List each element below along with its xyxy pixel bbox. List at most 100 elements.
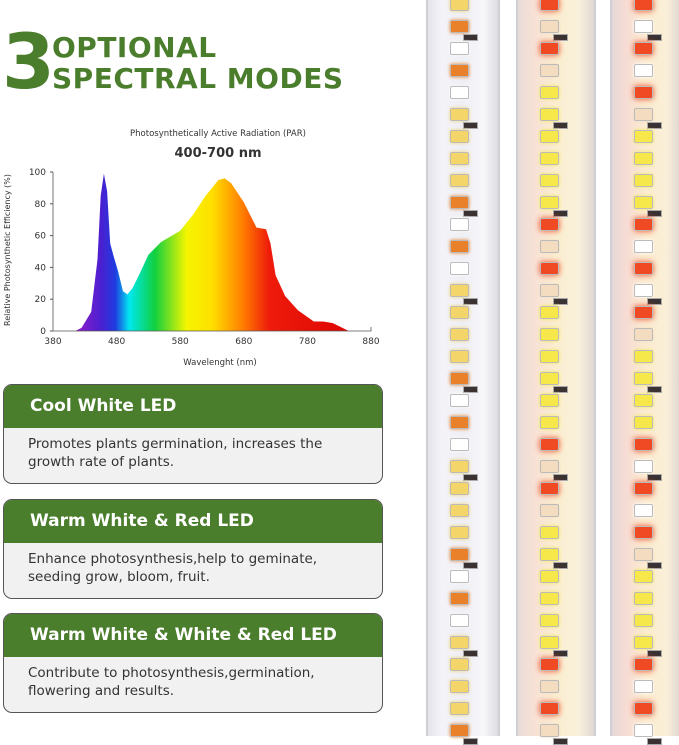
resistor [553, 474, 568, 481]
led-chip [634, 108, 653, 121]
resistor [463, 562, 478, 569]
led-chip [450, 592, 469, 605]
led-chip [450, 152, 469, 165]
led-chip [450, 328, 469, 341]
resistor [647, 210, 662, 217]
led-chip [634, 130, 653, 143]
y-tick-label: 60 [35, 232, 47, 242]
resistor [463, 210, 478, 217]
led-chip [450, 548, 469, 561]
spectrum-area [53, 173, 371, 331]
x-tick-label: 880 [362, 337, 379, 347]
led-chip [450, 350, 469, 363]
led-chip [450, 64, 469, 77]
led-chip [540, 0, 559, 11]
y-axis-label: Relative Photosynthetic Efficiency (%) [3, 174, 12, 326]
led-chip [450, 504, 469, 517]
led-chip [540, 724, 559, 737]
led-chip [450, 416, 469, 429]
led-chip [540, 482, 559, 495]
resistor [647, 562, 662, 569]
led-chip [634, 614, 653, 627]
led-chip [450, 218, 469, 231]
led-chip [540, 658, 559, 671]
led-chip [540, 702, 559, 715]
led-chip [634, 658, 653, 671]
par-spectrum-chart: Photosynthetically Active Radiation (PAR… [3, 129, 380, 368]
y-tick-label: 0 [40, 327, 46, 337]
led-chip [540, 328, 559, 341]
led-chip [450, 724, 469, 737]
mode-description: Contribute to photosynthesis,germination… [28, 665, 315, 699]
y-tick-label: 100 [29, 168, 46, 178]
led-chip [634, 438, 653, 451]
y-tick-label: 20 [35, 295, 47, 305]
resistor [553, 210, 568, 217]
y-tick-label: 40 [35, 263, 47, 273]
led-chip [540, 306, 559, 319]
led-chip [540, 262, 559, 275]
led-chip [540, 240, 559, 253]
resistor [647, 474, 662, 481]
led-chip [634, 570, 653, 583]
led-chip [450, 284, 469, 297]
resistor [463, 122, 478, 129]
led-chip [450, 658, 469, 671]
led-chip [634, 174, 653, 187]
led-chip [540, 460, 559, 473]
led-chip [540, 20, 559, 33]
resistor [553, 650, 568, 657]
led-chip [634, 702, 653, 715]
led-chip [450, 108, 469, 121]
led-chip [634, 86, 653, 99]
led-chip [450, 306, 469, 319]
resistor [463, 386, 478, 393]
led-chip [634, 350, 653, 363]
led-chip [450, 680, 469, 693]
led-chip [450, 0, 469, 11]
led-chip [634, 262, 653, 275]
led-chip [540, 218, 559, 231]
resistor [647, 738, 662, 745]
led-chip [634, 460, 653, 473]
led-chip [540, 614, 559, 627]
led-chip [540, 174, 559, 187]
mode-title: Cool White LED [4, 385, 382, 428]
led-chip [634, 504, 653, 517]
led-chip [450, 636, 469, 649]
x-tick-label: 780 [299, 337, 316, 347]
page-title: OPTIONAL SPECTRAL MODES [52, 32, 343, 94]
led-chip [540, 284, 559, 297]
x-tick-label: 680 [235, 337, 252, 347]
led-chip [450, 570, 469, 583]
led-chip [450, 372, 469, 385]
resistor [463, 298, 478, 305]
led-chip [540, 636, 559, 649]
led-chip [450, 614, 469, 627]
resistor [553, 738, 568, 745]
led-chip [450, 174, 469, 187]
led-chip [634, 416, 653, 429]
mode-description: Enhance photosynthesis,help to geminate,… [28, 551, 318, 585]
led-chip [540, 526, 559, 539]
led-chip [540, 548, 559, 561]
led-chip [450, 130, 469, 143]
led-chip [450, 20, 469, 33]
led-chip [540, 196, 559, 209]
led-chip [540, 416, 559, 429]
resistor [553, 298, 568, 305]
led-chip [634, 548, 653, 561]
led-chip [540, 350, 559, 363]
led-chip [634, 240, 653, 253]
led-chip [634, 328, 653, 341]
led-chip [540, 152, 559, 165]
led-chip [450, 240, 469, 253]
title-line-1: OPTIONAL [52, 31, 217, 64]
title-line-2: SPECTRAL MODES [52, 62, 344, 95]
mode-card-cool-white: Cool White LED Promotes plants germinati… [3, 384, 383, 484]
resistor [463, 738, 478, 745]
resistor [463, 474, 478, 481]
led-chip [634, 152, 653, 165]
mode-description: Promotes plants germination, increases t… [28, 436, 323, 470]
led-chip [634, 724, 653, 737]
